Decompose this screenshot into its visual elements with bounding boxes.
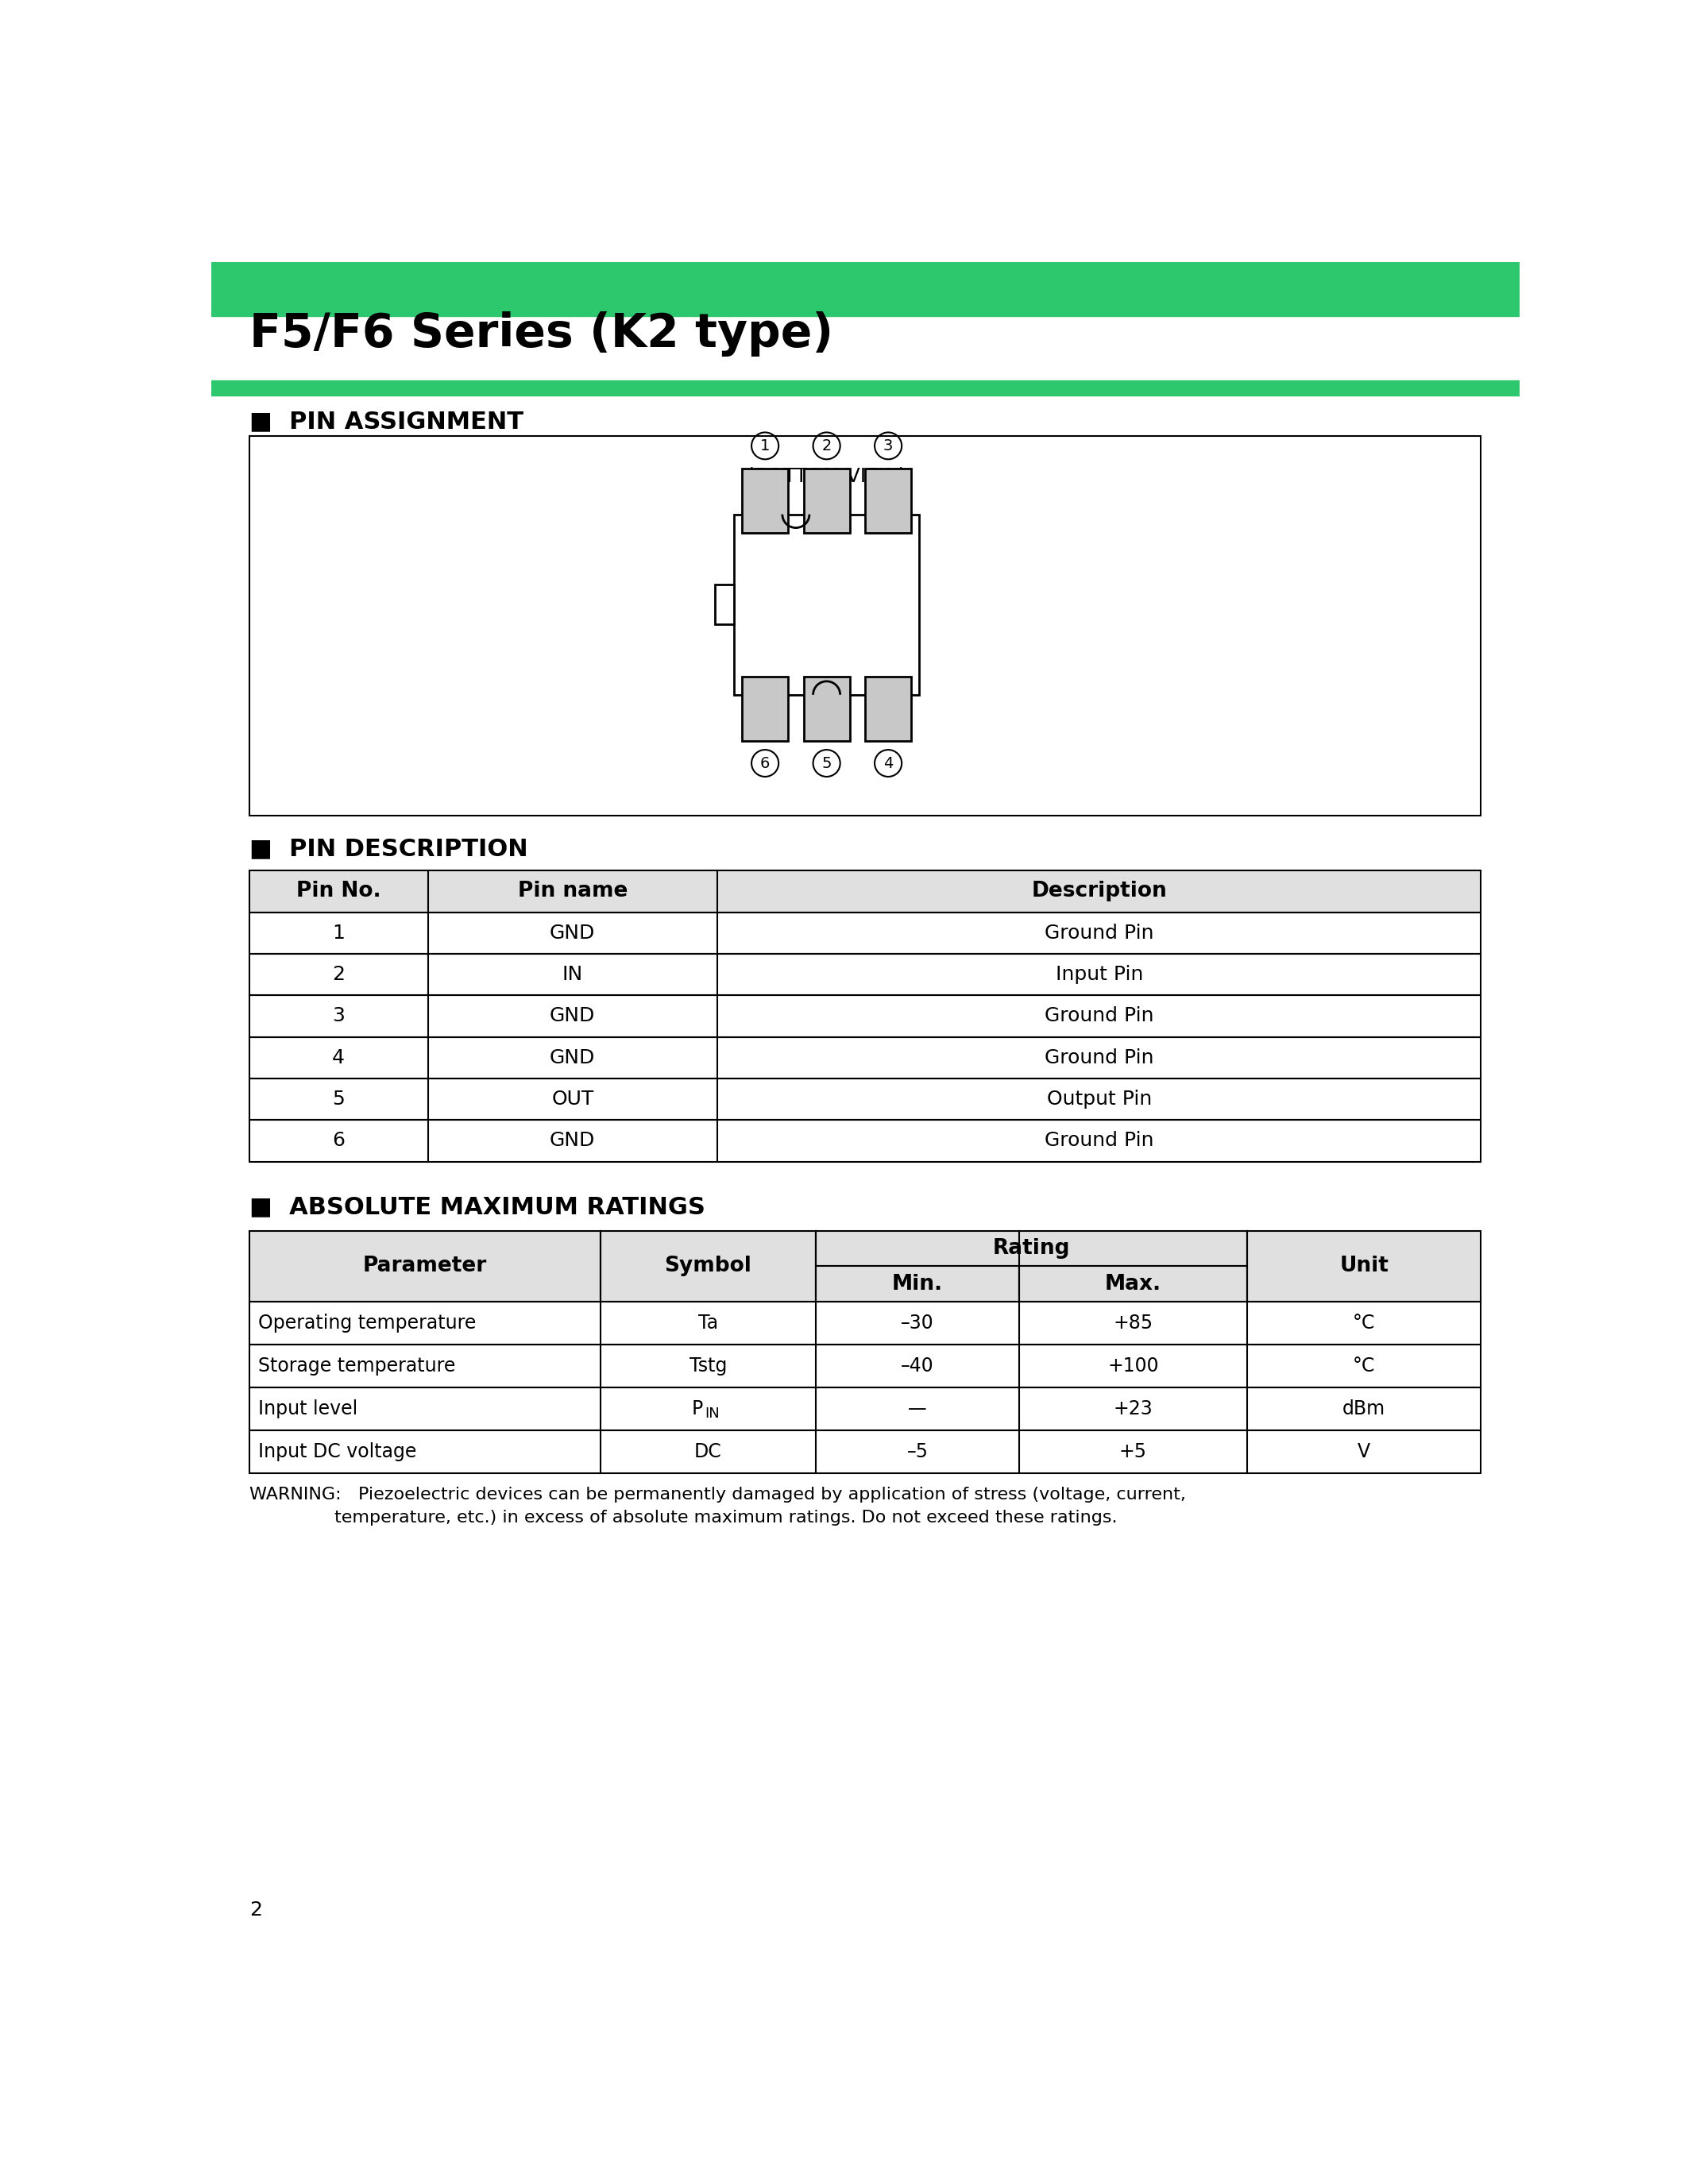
Text: Ta: Ta — [699, 1313, 717, 1332]
Text: Input Pin: Input Pin — [1055, 965, 1143, 985]
Text: 2: 2 — [250, 1900, 262, 1920]
Bar — [250, 1345, 1480, 1387]
Bar — [250, 437, 1480, 815]
Text: Operating temperature: Operating temperature — [258, 1313, 476, 1332]
Text: 3: 3 — [333, 1007, 344, 1026]
Text: +85: +85 — [1112, 1313, 1153, 1332]
Text: Input DC voltage: Input DC voltage — [258, 1441, 417, 1461]
Bar — [250, 1302, 1480, 1345]
Text: –30: –30 — [901, 1313, 933, 1332]
Text: 4: 4 — [333, 1048, 344, 1068]
Text: Ground Pin: Ground Pin — [1045, 1048, 1155, 1068]
Bar — [714, 585, 734, 625]
Text: –40: –40 — [901, 1356, 933, 1376]
Text: 2: 2 — [333, 965, 344, 985]
Text: F5/F6 Series (K2 type): F5/F6 Series (K2 type) — [250, 312, 834, 356]
Bar — [734, 515, 918, 695]
Text: 6: 6 — [333, 1131, 344, 1151]
Text: IN: IN — [706, 1406, 719, 1422]
Text: +100: +100 — [1107, 1356, 1158, 1376]
Text: 3: 3 — [883, 439, 893, 454]
Bar — [250, 1079, 1480, 1120]
Text: V: V — [1357, 1441, 1371, 1461]
Bar — [250, 871, 1480, 913]
Text: GND: GND — [550, 1131, 596, 1151]
Bar — [250, 1431, 1480, 1472]
Bar — [803, 470, 849, 533]
Text: Rating: Rating — [993, 1238, 1070, 1258]
Text: GND: GND — [550, 1048, 596, 1068]
Text: 6: 6 — [760, 756, 770, 771]
Text: P: P — [692, 1400, 704, 1417]
Text: ■  PIN DESCRIPTION: ■ PIN DESCRIPTION — [250, 836, 528, 860]
Text: Tstg: Tstg — [689, 1356, 728, 1376]
Bar — [866, 470, 912, 533]
Text: temperature, etc.) in excess of absolute maximum ratings. Do not exceed these ra: temperature, etc.) in excess of absolute… — [334, 1509, 1117, 1524]
Bar — [1020, 1267, 1247, 1302]
Text: 5: 5 — [333, 1090, 344, 1109]
Text: DC: DC — [694, 1441, 722, 1461]
Text: Storage temperature: Storage temperature — [258, 1356, 456, 1376]
Text: °C: °C — [1352, 1313, 1376, 1332]
Bar — [250, 996, 1480, 1037]
Bar — [250, 1232, 601, 1302]
Bar — [250, 1387, 1480, 1431]
Text: dBm: dBm — [1342, 1400, 1386, 1417]
Bar — [250, 913, 1480, 954]
Text: 1: 1 — [760, 439, 770, 454]
Text: Pin name: Pin name — [518, 880, 628, 902]
Text: Min.: Min. — [891, 1273, 944, 1295]
Bar — [250, 954, 1480, 996]
Text: —: — — [908, 1400, 927, 1417]
Text: +5: +5 — [1119, 1441, 1146, 1461]
Bar — [1247, 1232, 1480, 1302]
Bar — [211, 262, 1519, 317]
Text: Parameter: Parameter — [363, 1256, 486, 1275]
Text: IN: IN — [562, 965, 582, 985]
Text: ■  PIN ASSIGNMENT: ■ PIN ASSIGNMENT — [250, 411, 523, 432]
Text: Ground Pin: Ground Pin — [1045, 924, 1155, 943]
Bar — [743, 677, 788, 740]
Bar — [250, 1120, 1480, 1162]
Text: Max.: Max. — [1104, 1273, 1161, 1295]
Text: 1: 1 — [333, 924, 344, 943]
Bar — [815, 1232, 1247, 1267]
Bar — [250, 1037, 1480, 1079]
Text: °C: °C — [1352, 1356, 1376, 1376]
Text: 5: 5 — [822, 756, 832, 771]
Bar — [803, 677, 849, 740]
Text: Ground Pin: Ground Pin — [1045, 1131, 1155, 1151]
Text: Description: Description — [1031, 880, 1166, 902]
Bar — [211, 380, 1519, 395]
Bar — [743, 470, 788, 533]
Text: Output Pin: Output Pin — [1047, 1090, 1151, 1109]
Text: 2: 2 — [822, 439, 832, 454]
Text: 4: 4 — [883, 756, 893, 771]
Text: (BOTTOM VIEW): (BOTTOM VIEW) — [746, 467, 906, 487]
Text: Input level: Input level — [258, 1400, 358, 1417]
Text: WARNING:   Piezoelectric devices can be permanently damaged by application of st: WARNING: Piezoelectric devices can be pe… — [250, 1487, 1185, 1503]
Text: GND: GND — [550, 1007, 596, 1026]
Text: Unit: Unit — [1340, 1256, 1389, 1275]
Bar — [866, 677, 912, 740]
Text: Pin No.: Pin No. — [295, 880, 381, 902]
Text: Ground Pin: Ground Pin — [1045, 1007, 1155, 1026]
Text: GND: GND — [550, 924, 596, 943]
Text: ■  ABSOLUTE MAXIMUM RATINGS: ■ ABSOLUTE MAXIMUM RATINGS — [250, 1195, 706, 1219]
Text: –5: –5 — [906, 1441, 928, 1461]
Bar — [601, 1232, 815, 1302]
Bar — [815, 1267, 1020, 1302]
Text: +23: +23 — [1114, 1400, 1153, 1417]
Text: Symbol: Symbol — [665, 1256, 751, 1275]
Text: OUT: OUT — [552, 1090, 594, 1109]
